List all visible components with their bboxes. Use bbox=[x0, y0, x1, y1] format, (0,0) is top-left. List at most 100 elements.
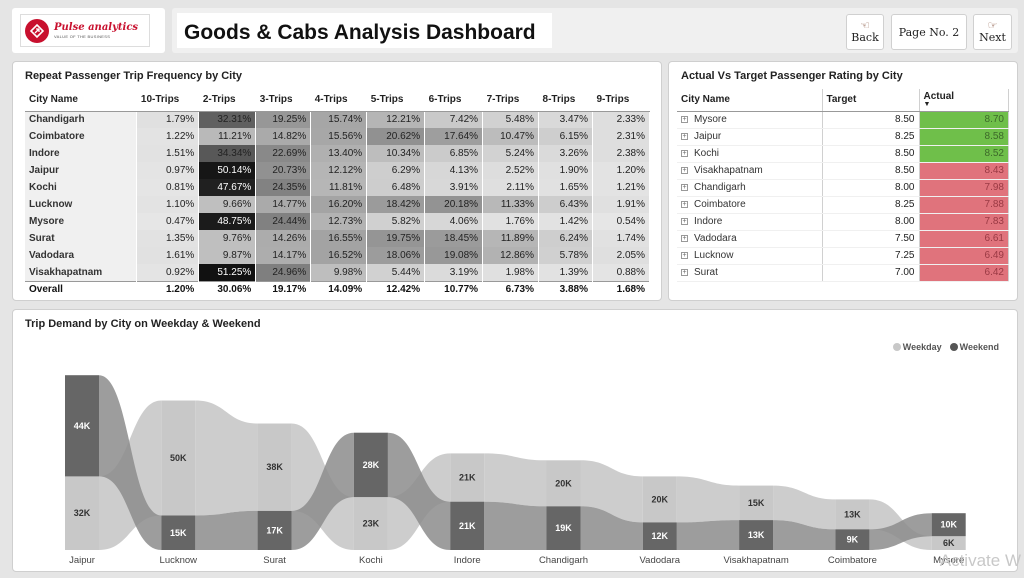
table-row[interactable]: + Surat 7.00 6.42 bbox=[677, 264, 1009, 282]
table-row[interactable]: Visakhapatnam 0.92% 51.25% 24.96% 9.98% 5.44%… bbox=[25, 264, 651, 281]
total-row[interactable]: Overall 1.20% 30.06% 19.17% 14.09% 12.42% 10.7… bbox=[25, 280, 651, 298]
expand-icon[interactable]: + bbox=[681, 132, 688, 140]
column-header-city[interactable]: City Name bbox=[677, 89, 823, 112]
weekend-bar[interactable] bbox=[642, 522, 677, 550]
weekend-ribbon[interactable] bbox=[580, 506, 643, 550]
column-header[interactable]: City Name bbox=[25, 89, 137, 112]
table-row[interactable]: + Mysore 8.50 8.70 bbox=[677, 111, 1009, 129]
page-title: Goods & Cabs Analysis Dashboard bbox=[184, 21, 536, 44]
weekday-ribbon[interactable] bbox=[484, 453, 547, 507]
weekday-bar[interactable] bbox=[353, 497, 388, 550]
page-number-button[interactable]: Page No. 2 bbox=[891, 14, 967, 50]
column-header[interactable]: 9-Trips bbox=[592, 89, 650, 112]
table-row[interactable]: + Jaipur 8.25 8.58 bbox=[677, 128, 1009, 146]
weekend-bar[interactable] bbox=[353, 432, 388, 498]
city-name-cell: Coimbatore bbox=[25, 128, 138, 145]
column-header[interactable]: 4-Trips bbox=[310, 89, 367, 112]
expand-icon[interactable]: + bbox=[681, 115, 688, 123]
percentage-cell: 3.26% bbox=[538, 145, 593, 162]
expand-icon[interactable]: + bbox=[681, 166, 688, 174]
weekday-bar[interactable] bbox=[931, 536, 966, 550]
weekend-bar[interactable] bbox=[931, 513, 966, 537]
table-row[interactable]: + Indore 8.00 7.83 bbox=[677, 213, 1009, 231]
column-header-actual-label: Actual bbox=[923, 91, 955, 103]
expand-icon[interactable]: + bbox=[681, 251, 688, 259]
table-row[interactable]: Mysore 0.47% 48.75% 24.44% 12.73% 5.82% 4.06% 1… bbox=[25, 213, 651, 230]
table-row[interactable]: Surat 1.35% 9.76% 14.26% 16.55% 19.75% 18.45% 1… bbox=[25, 230, 651, 247]
table-row[interactable]: Lucknow 1.10% 9.66% 14.77% 16.20% 18.42% 20.18… bbox=[25, 196, 651, 213]
weekend-ribbon[interactable] bbox=[773, 520, 836, 550]
weekday-bar[interactable] bbox=[450, 453, 485, 502]
rating-title: Actual Vs Target Passenger Rating by Cit… bbox=[681, 70, 903, 82]
city-name: Visakhapatnam bbox=[694, 165, 763, 176]
back-button[interactable]: ☜ Back bbox=[846, 14, 884, 50]
target-cell: 7.50 bbox=[822, 230, 920, 248]
weekend-bar[interactable] bbox=[739, 520, 774, 550]
column-header[interactable]: 8-Trips bbox=[538, 89, 593, 112]
weekday-ribbon[interactable] bbox=[676, 476, 740, 523]
column-header[interactable]: 10-Trips bbox=[136, 89, 199, 112]
percentage-cell: 14.26% bbox=[255, 230, 312, 247]
trip-frequency-panel: Repeat Passenger Trip Frequency by City … bbox=[12, 61, 662, 301]
percentage-cell: 30.06% bbox=[198, 280, 257, 298]
weekday-ribbon[interactable] bbox=[773, 485, 836, 530]
table-row[interactable]: Coimbatore 1.22% 11.21% 14.82% 15.56% 20.62% 1… bbox=[25, 128, 651, 145]
column-header[interactable]: 3-Trips bbox=[255, 89, 311, 112]
table-row[interactable]: + Lucknow 7.25 6.49 bbox=[677, 247, 1009, 265]
expand-icon[interactable]: + bbox=[681, 234, 688, 242]
weekend-ribbon[interactable] bbox=[676, 520, 740, 550]
target-cell: 8.50 bbox=[822, 162, 920, 180]
percentage-cell: 51.25% bbox=[198, 264, 257, 281]
table-row[interactable]: + Vadodara 7.50 6.61 bbox=[677, 230, 1009, 248]
weekend-ribbon[interactable] bbox=[195, 510, 258, 550]
weekday-bar[interactable] bbox=[161, 400, 196, 516]
percentage-cell: 11.33% bbox=[482, 196, 540, 213]
table-row[interactable]: + Kochi 8.50 8.52 bbox=[677, 145, 1009, 163]
table-row[interactable]: + Coimbatore 8.25 7.88 bbox=[677, 196, 1009, 214]
weekday-bar[interactable] bbox=[65, 476, 99, 550]
weekday-ribbon[interactable] bbox=[195, 400, 258, 516]
percentage-cell: 15.56% bbox=[310, 128, 368, 145]
table-row[interactable]: Jaipur 0.97% 50.14% 20.73% 12.12% 6.29% 4.13% 2… bbox=[25, 162, 651, 179]
weekend-bar[interactable] bbox=[835, 529, 870, 550]
table-row[interactable]: + Chandigarh 8.00 7.98 bbox=[677, 179, 1009, 197]
expand-icon[interactable]: + bbox=[681, 268, 688, 276]
percentage-cell: 22.69% bbox=[255, 145, 312, 162]
weekday-bar[interactable] bbox=[739, 485, 774, 521]
weekend-bar[interactable] bbox=[65, 375, 99, 477]
table-row[interactable]: Kochi 0.81% 47.67% 24.35% 11.81% 6.48% 3.91% 2.… bbox=[25, 179, 651, 196]
column-header[interactable]: 7-Trips bbox=[482, 89, 539, 112]
column-header-target[interactable]: Target bbox=[822, 89, 920, 112]
legend-item-weekend[interactable]: Weekend bbox=[949, 342, 999, 352]
expand-icon[interactable]: + bbox=[681, 200, 688, 208]
weekend-ribbon[interactable] bbox=[387, 432, 451, 550]
table-row[interactable]: Chandigarh 1.79% 32.31% 19.25% 15.74% 12.21% 7… bbox=[25, 111, 651, 128]
weekend-ribbon[interactable] bbox=[99, 375, 162, 550]
column-header[interactable]: 5-Trips bbox=[366, 89, 425, 112]
weekend-ribbon[interactable] bbox=[484, 501, 547, 550]
weekend-bar[interactable] bbox=[257, 510, 292, 550]
weekend-bar[interactable] bbox=[450, 501, 485, 550]
weekday-bar[interactable] bbox=[257, 423, 292, 511]
table-row[interactable]: Indore 1.51% 34.34% 22.69% 13.40% 10.34% 6.85%… bbox=[25, 145, 651, 162]
expand-icon[interactable]: + bbox=[681, 183, 688, 191]
weekend-ribbon[interactable] bbox=[291, 432, 354, 550]
next-button[interactable]: ☞ Next bbox=[973, 14, 1012, 50]
weekday-bar[interactable] bbox=[642, 476, 677, 523]
weekend-ribbon[interactable] bbox=[869, 513, 932, 550]
column-header-actual[interactable]: Actual ▼ bbox=[919, 89, 1009, 112]
legend-item-weekday[interactable]: Weekday bbox=[892, 342, 942, 352]
column-header[interactable]: 2-Trips bbox=[198, 89, 256, 112]
table-row[interactable]: + Visakhapatnam 8.50 8.43 bbox=[677, 162, 1009, 180]
weekday-bar[interactable] bbox=[546, 460, 581, 507]
percentage-cell: 1.51% bbox=[136, 145, 200, 162]
weekend-bar[interactable] bbox=[546, 506, 581, 550]
weekday-data-label: 13K bbox=[844, 509, 861, 519]
weekday-bar[interactable] bbox=[835, 499, 870, 530]
expand-icon[interactable]: + bbox=[681, 149, 688, 157]
table-row[interactable]: Vadodara 1.61% 9.87% 14.17% 16.52% 18.06% 19.0… bbox=[25, 247, 651, 264]
weekday-ribbon[interactable] bbox=[580, 460, 643, 523]
expand-icon[interactable]: + bbox=[681, 217, 688, 225]
weekend-bar[interactable] bbox=[161, 515, 196, 551]
column-header[interactable]: 6-Trips bbox=[424, 89, 483, 112]
